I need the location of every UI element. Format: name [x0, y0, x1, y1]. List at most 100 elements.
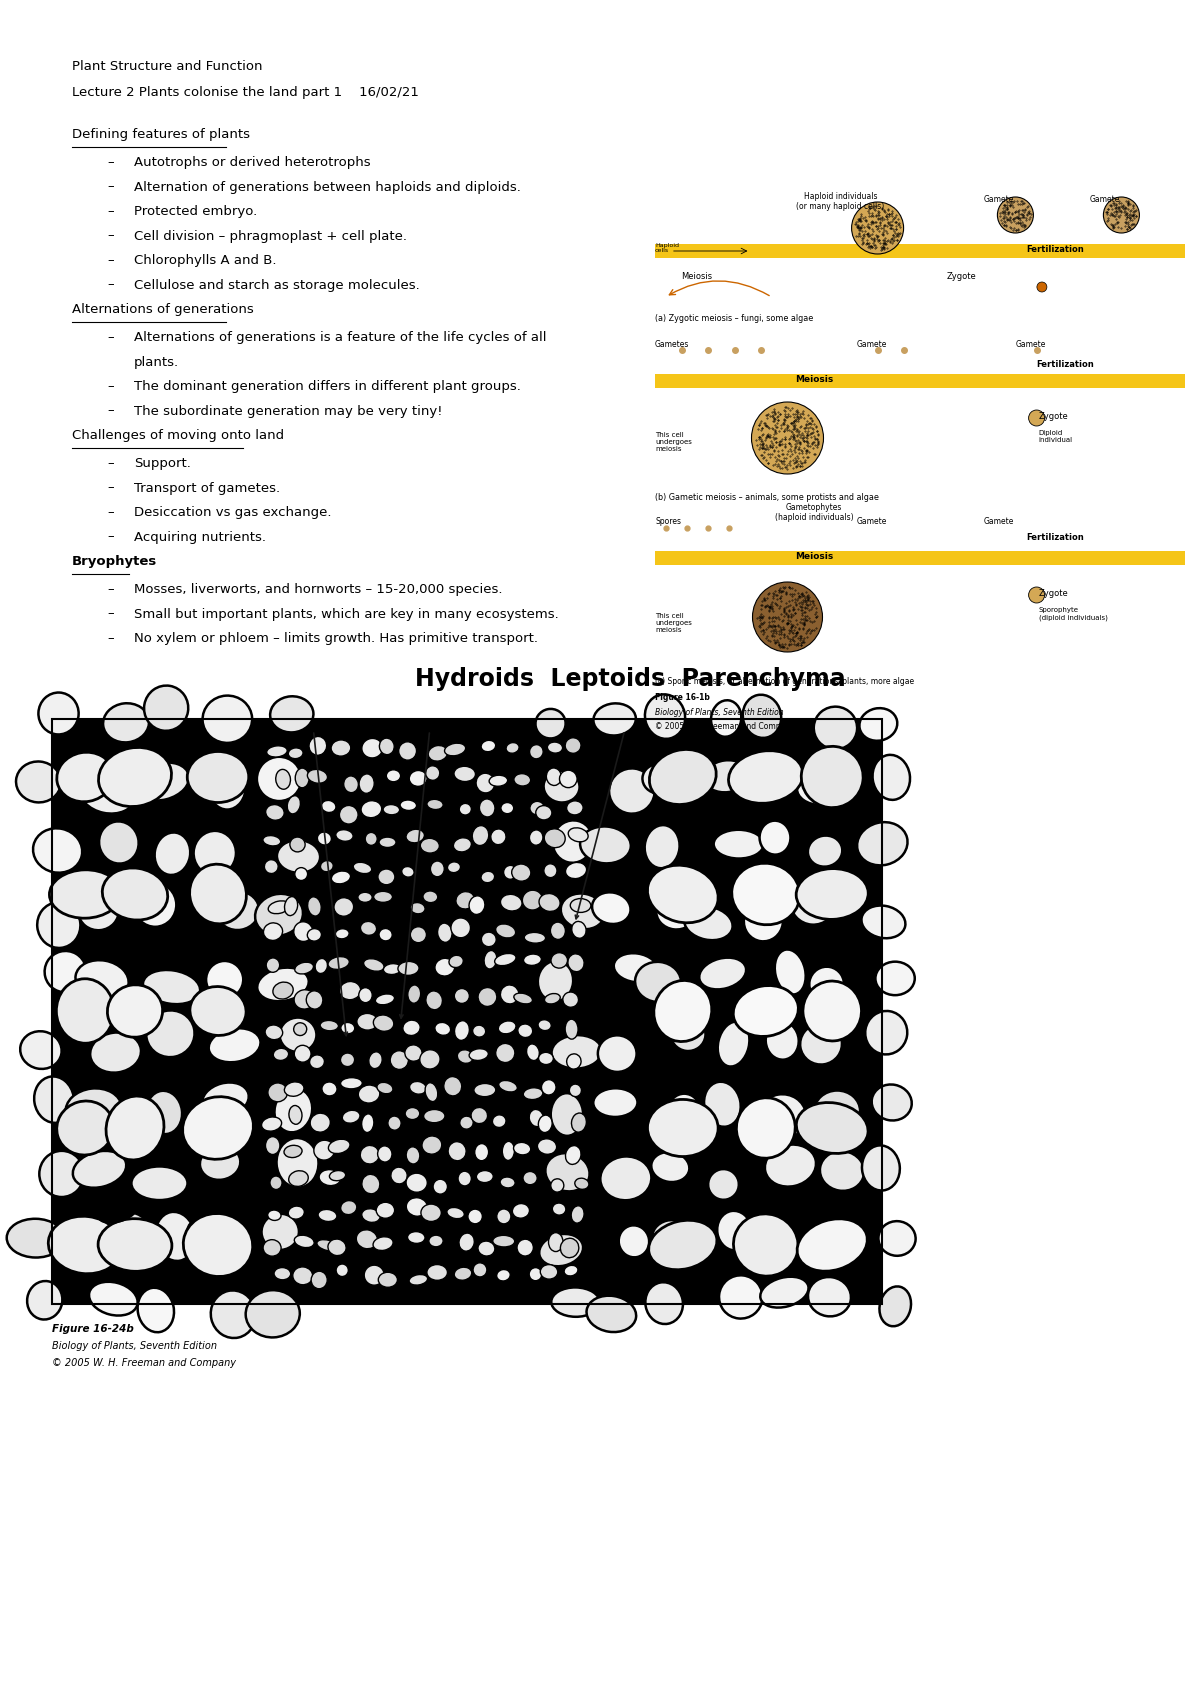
Text: Autotrophs or derived heterotrophs: Autotrophs or derived heterotrophs [134, 156, 371, 170]
Text: Gamete: Gamete [984, 516, 1014, 526]
Ellipse shape [434, 1022, 451, 1036]
Text: Alternation of generations between haploids and diploids.: Alternation of generations between haplo… [134, 180, 521, 194]
Ellipse shape [478, 988, 497, 1007]
Ellipse shape [270, 696, 313, 732]
Ellipse shape [808, 1277, 851, 1316]
Ellipse shape [288, 1206, 305, 1219]
Text: Chlorophylls A and B.: Chlorophylls A and B. [134, 255, 276, 267]
Ellipse shape [569, 1083, 582, 1097]
Ellipse shape [496, 924, 516, 937]
Ellipse shape [361, 1114, 374, 1133]
Circle shape [1028, 588, 1044, 603]
Ellipse shape [287, 796, 300, 813]
Ellipse shape [553, 820, 593, 863]
Ellipse shape [580, 827, 631, 863]
Ellipse shape [406, 1107, 420, 1119]
Text: Cell division – phragmoplast + cell plate.: Cell division – phragmoplast + cell plat… [134, 229, 407, 243]
Ellipse shape [433, 1178, 448, 1194]
Ellipse shape [356, 1014, 378, 1031]
Ellipse shape [538, 961, 574, 1002]
Ellipse shape [541, 1080, 556, 1095]
Ellipse shape [456, 891, 475, 908]
Ellipse shape [880, 1287, 911, 1326]
Text: –: – [107, 255, 114, 267]
Ellipse shape [473, 1263, 487, 1277]
Ellipse shape [803, 981, 862, 1041]
Ellipse shape [649, 1221, 716, 1270]
Ellipse shape [718, 1211, 752, 1250]
Ellipse shape [373, 1015, 394, 1031]
Circle shape [1104, 197, 1139, 233]
Ellipse shape [143, 970, 200, 1004]
Ellipse shape [264, 859, 278, 873]
Ellipse shape [187, 1216, 234, 1250]
Ellipse shape [294, 922, 313, 941]
Ellipse shape [815, 1090, 860, 1131]
Ellipse shape [494, 954, 516, 966]
Text: –: – [107, 582, 114, 596]
Ellipse shape [648, 866, 718, 922]
Ellipse shape [552, 1036, 602, 1068]
Ellipse shape [775, 949, 805, 995]
Ellipse shape [48, 1216, 122, 1274]
Ellipse shape [524, 932, 546, 942]
Ellipse shape [400, 800, 416, 810]
Ellipse shape [341, 1078, 362, 1088]
Ellipse shape [38, 693, 79, 735]
Text: Protected embryo.: Protected embryo. [134, 205, 257, 217]
Text: Lecture 2 Plants colonise the land part 1    16/02/21: Lecture 2 Plants colonise the land part … [72, 87, 419, 98]
Ellipse shape [455, 1020, 469, 1041]
Ellipse shape [335, 929, 349, 939]
Ellipse shape [570, 898, 590, 912]
Ellipse shape [434, 958, 455, 976]
Ellipse shape [649, 749, 716, 805]
Ellipse shape [373, 891, 392, 902]
Ellipse shape [383, 805, 400, 815]
Ellipse shape [420, 839, 439, 852]
Ellipse shape [565, 863, 587, 878]
Ellipse shape [455, 988, 469, 1004]
Ellipse shape [859, 708, 898, 740]
Ellipse shape [871, 1085, 912, 1121]
Ellipse shape [475, 1143, 488, 1161]
Ellipse shape [284, 1082, 304, 1097]
Ellipse shape [587, 1296, 636, 1331]
Text: Gametophytes
(haploid individuals): Gametophytes (haploid individuals) [775, 503, 853, 523]
Text: Fertilization: Fertilization [1037, 360, 1094, 368]
Ellipse shape [209, 1029, 260, 1063]
Ellipse shape [330, 1170, 346, 1180]
Text: Gamete: Gamete [984, 195, 1014, 204]
Ellipse shape [334, 898, 354, 917]
Ellipse shape [472, 1107, 487, 1124]
Ellipse shape [359, 988, 372, 1004]
Ellipse shape [106, 1095, 164, 1160]
Ellipse shape [284, 897, 298, 915]
Ellipse shape [359, 774, 374, 793]
Ellipse shape [34, 829, 82, 873]
Ellipse shape [565, 1019, 578, 1039]
Ellipse shape [468, 1209, 482, 1224]
Ellipse shape [644, 694, 685, 739]
Ellipse shape [545, 1153, 589, 1192]
Ellipse shape [814, 1219, 856, 1262]
Ellipse shape [563, 992, 578, 1007]
Ellipse shape [270, 1177, 282, 1190]
Ellipse shape [500, 803, 514, 813]
Ellipse shape [318, 1209, 337, 1221]
Ellipse shape [760, 820, 791, 854]
Ellipse shape [290, 837, 305, 852]
Ellipse shape [328, 956, 349, 970]
Ellipse shape [497, 1270, 510, 1280]
Ellipse shape [592, 893, 630, 924]
Ellipse shape [98, 747, 172, 807]
Text: Haploid individuals
(or many haploid cells): Haploid individuals (or many haploid cel… [797, 192, 884, 211]
Ellipse shape [460, 803, 472, 815]
Text: –: – [107, 180, 114, 194]
Text: –: – [107, 331, 114, 345]
Ellipse shape [202, 1083, 248, 1117]
Ellipse shape [90, 1032, 140, 1073]
Ellipse shape [276, 769, 290, 790]
Ellipse shape [365, 1265, 384, 1285]
Ellipse shape [66, 1088, 122, 1131]
Ellipse shape [182, 1097, 253, 1160]
